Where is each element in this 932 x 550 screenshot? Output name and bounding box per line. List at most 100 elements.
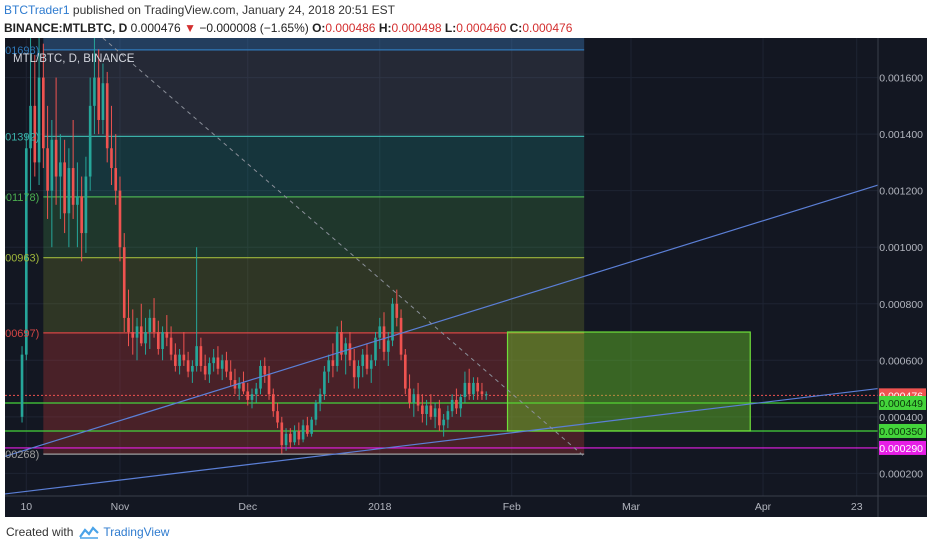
candle-body	[361, 354, 365, 366]
candle-body	[293, 430, 296, 443]
low-label: L:	[444, 21, 457, 35]
fib-level-label: 0.786(0.001698)	[5, 45, 39, 57]
candle-body	[216, 357, 220, 369]
time-axis-bg	[5, 496, 927, 517]
y-tick-label: 0.001600	[879, 73, 923, 85]
y-tick-label: 0.001000	[879, 242, 923, 254]
fib-band-top	[43, 38, 585, 50]
candle-body	[122, 247, 126, 318]
candle-body	[80, 196, 83, 234]
candle-body	[438, 408, 441, 426]
y-tick-label: 0.000400	[879, 412, 923, 424]
candle-body	[306, 425, 309, 434]
open-label: O:	[312, 21, 326, 35]
candle-body	[323, 371, 326, 395]
candle-body	[335, 332, 339, 366]
candle-body	[37, 77, 41, 163]
candle-body	[276, 411, 279, 423]
tradingview-brand[interactable]: TradingView	[103, 525, 170, 539]
candle-body	[131, 332, 135, 338]
candle-body	[24, 148, 28, 355]
candle-body	[391, 303, 394, 341]
price-tag-label: 0.000290	[879, 443, 923, 455]
fib-band	[43, 196, 585, 258]
candle-body	[237, 382, 241, 389]
price-chart[interactable]: 0.786(0.001698) 0.618(0.001392) 0.5(0.0011…	[0, 21, 927, 517]
candle-body	[46, 148, 49, 191]
low-value: 0.000460	[456, 21, 507, 35]
candle-body	[408, 388, 411, 403]
candle-body	[110, 148, 113, 169]
chart-title: MTL/BTC, D, BINANCE	[13, 53, 135, 65]
x-tick-label: Nov	[111, 501, 130, 513]
fib-band	[43, 257, 585, 333]
candle-body	[50, 139, 54, 191]
candle-body	[186, 360, 190, 372]
candle-body	[357, 365, 360, 378]
candle-body	[429, 405, 433, 417]
candle-body	[246, 391, 250, 400]
candle-body	[463, 382, 467, 398]
candle-body	[374, 337, 377, 361]
chart-area[interactable]: 0.786(0.001698) 0.618(0.001392) 0.5(0.0011…	[0, 21, 927, 517]
price-tag-bg	[879, 440, 926, 455]
tradingview-logo-icon	[79, 526, 100, 539]
candle-body	[169, 337, 173, 355]
y-tick-label: 0.000800	[879, 299, 923, 311]
candle-body	[421, 405, 424, 415]
trendline	[0, 387, 879, 496]
candle-body	[165, 332, 169, 338]
candle-body	[118, 190, 122, 248]
change-value: −0.000008 (−1.65%)	[199, 21, 309, 35]
fib-level-label: 0(0.000268)	[5, 449, 39, 461]
candle-body	[455, 399, 458, 409]
candle-body	[225, 360, 228, 372]
candle-body	[442, 419, 445, 426]
candle-body	[242, 382, 245, 392]
candle-body	[297, 430, 301, 440]
candle-body	[67, 168, 71, 214]
fib-level-label: 0.618(0.001392)	[5, 131, 39, 143]
x-tick-label: 2018	[368, 501, 392, 513]
y-tick-label: 0.000600	[879, 355, 923, 367]
candle-body	[459, 397, 462, 409]
candle-body	[476, 382, 480, 392]
candle-body	[101, 83, 105, 120]
candle-body	[59, 162, 62, 177]
candle-body	[467, 382, 471, 395]
candle-body	[71, 168, 75, 205]
candle-body	[318, 394, 322, 403]
candle-body	[369, 360, 373, 369]
candle-body	[156, 332, 160, 349]
x-tick-label: Feb	[503, 501, 521, 513]
target-box	[506, 331, 751, 432]
y-tick-label: 0.000200	[879, 468, 923, 480]
candle-body	[280, 422, 284, 446]
published-text: published on TradingView.com, January 24…	[72, 3, 395, 17]
candle-body	[395, 303, 399, 318]
author-link[interactable]: BTCTrader1	[4, 3, 70, 17]
candle-body	[352, 360, 356, 378]
candle-body	[378, 326, 382, 338]
candle-body	[254, 388, 258, 395]
candle-body	[480, 391, 484, 395]
price-tag-label: 0.000350	[879, 426, 923, 438]
candle-body	[263, 365, 267, 375]
candle-body	[403, 354, 407, 389]
fib-level-label: 0.5(0.001178)	[5, 192, 39, 204]
candle-body	[340, 332, 343, 355]
candle-body	[139, 326, 143, 344]
candle-body	[84, 176, 88, 234]
candle-body	[152, 317, 156, 333]
y-tick-label: 0.001400	[879, 129, 923, 141]
close-label: C:	[509, 21, 523, 35]
fib-level-label: 0.382(0.000963)	[5, 253, 39, 265]
fib-band	[43, 136, 585, 197]
fib-band	[43, 38, 585, 137]
x-tick-label: Apr	[755, 501, 772, 513]
y-tick-label: 0.001200	[879, 186, 923, 198]
down-arrow-icon: ▼	[184, 21, 196, 35]
candle-body	[416, 394, 420, 406]
candle-body	[208, 363, 211, 375]
candle-body	[310, 419, 313, 434]
